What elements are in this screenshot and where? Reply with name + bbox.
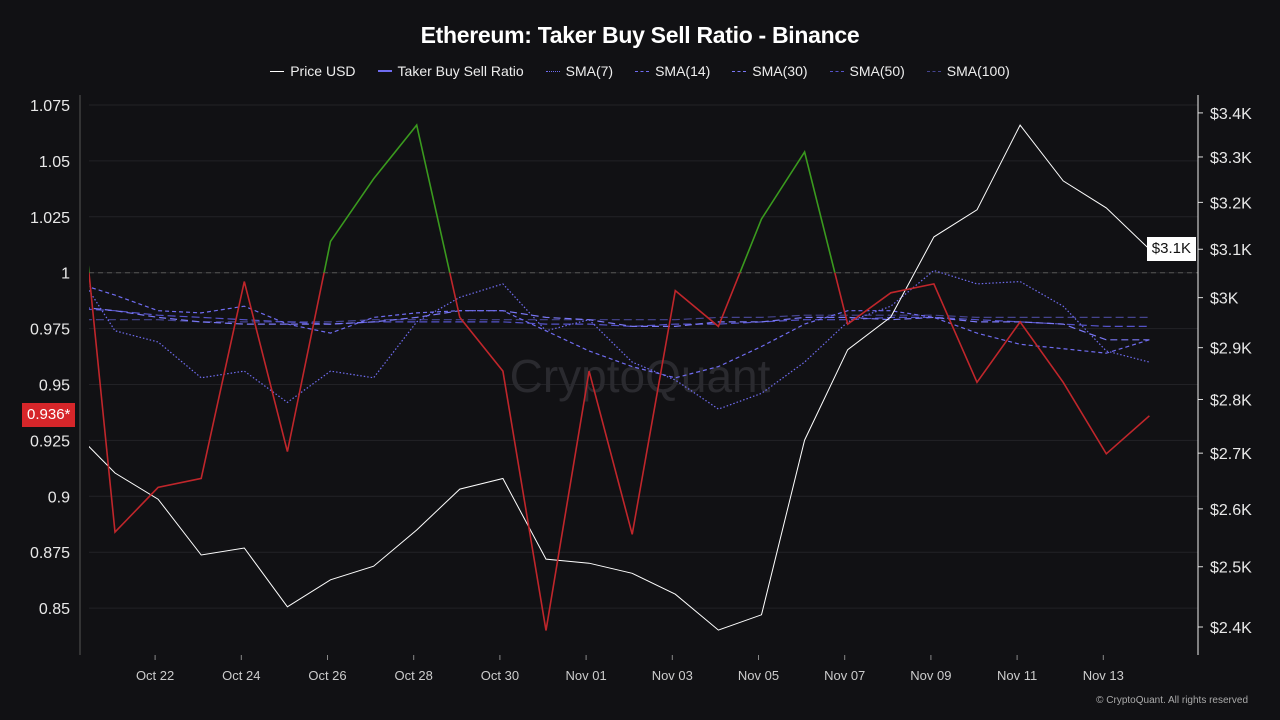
left-tick-label: 1.075 [30, 98, 70, 115]
x-tick-label: Oct 22 [136, 668, 174, 683]
left-tick-label: 0.9 [48, 489, 70, 506]
legend-swatch [829, 70, 844, 72]
x-tick-label: Oct 24 [222, 668, 260, 683]
x-tick-label: Oct 30 [481, 668, 519, 683]
left-tick-label: 0.85 [39, 601, 70, 618]
legend: Price USD Taker Buy Sell Ratio SMA(7) SM… [0, 63, 1280, 79]
legend-item-sma7[interactable]: SMA(7) [545, 63, 614, 79]
legend-label: SMA(50) [849, 63, 905, 79]
right-tick-label: $3.2K [1210, 195, 1252, 212]
series-ratio-below-1 [89, 272, 1150, 631]
legend-swatch [545, 70, 560, 72]
legend-item-price[interactable]: Price USD [270, 63, 356, 79]
legend-swatch [635, 70, 650, 72]
left-tick-label: 0.95 [39, 378, 70, 395]
right-tick-label: $2.4K [1210, 620, 1252, 637]
x-tick-label: Oct 26 [308, 668, 346, 683]
legend-item-sma100[interactable]: SMA(100) [926, 63, 1010, 79]
left-tick-label: 1.025 [30, 210, 70, 227]
right-tick-label: $2.5K [1210, 560, 1252, 577]
legend-label: SMA(30) [752, 63, 808, 79]
x-tick-label: Nov 07 [824, 668, 865, 683]
series-sma50 [89, 308, 1150, 328]
right-tick-label: $3.1K [1210, 242, 1252, 259]
current-ratio-badge: 0.936* [22, 403, 76, 427]
legend-label: Price USD [290, 63, 356, 79]
x-tick-label: Nov 13 [1083, 668, 1124, 683]
watermark: CryptoQuant [510, 350, 771, 402]
legend-swatch [270, 70, 285, 72]
right-tick-label: $2.9K [1210, 341, 1252, 358]
right-tick-label: $3.3K [1210, 150, 1252, 167]
left-tick-label: 1 [61, 266, 70, 283]
left-tick-label: 0.975 [30, 322, 70, 339]
legend-label: Taker Buy Sell Ratio [397, 63, 524, 79]
x-tick-label: Nov 01 [565, 668, 606, 683]
right-tick-label: $2.7K [1210, 446, 1252, 463]
current-price-badge: $3.1K [1146, 237, 1196, 261]
legend-item-sma50[interactable]: SMA(50) [829, 63, 905, 79]
legend-label: SMA(14) [655, 63, 711, 79]
x-tick-label: Oct 28 [395, 668, 433, 683]
x-tick-label: Nov 05 [738, 668, 779, 683]
chart-title: Ethereum: Taker Buy Sell Ratio - Binance [420, 22, 860, 48]
left-tick-label: 0.925 [30, 433, 70, 450]
legend-item-ratio[interactable]: Taker Buy Sell Ratio [377, 63, 524, 79]
left-tick-label: 0.875 [30, 545, 70, 562]
left-tick-label: 1.05 [39, 154, 70, 171]
series-price-usd [89, 124, 1150, 631]
copyright: © CryptoQuant. All rights reserved [1096, 695, 1248, 706]
legend-label: SMA(100) [946, 63, 1010, 79]
x-tick-label: Nov 03 [652, 668, 693, 683]
right-tick-label: $3K [1210, 291, 1239, 308]
legend-swatch [377, 70, 392, 72]
legend-item-sma14[interactable]: SMA(14) [635, 63, 710, 79]
right-tick-label: $3.4K [1210, 106, 1252, 123]
x-tick-label: Nov 09 [910, 668, 951, 683]
legend-swatch [732, 70, 747, 72]
right-tick-label: $2.8K [1210, 392, 1252, 409]
legend-item-sma30[interactable]: SMA(30) [732, 63, 808, 79]
legend-label: SMA(7) [565, 63, 614, 79]
x-tick-label: Nov 11 [997, 668, 1037, 683]
legend-swatch [926, 70, 941, 72]
right-tick-label: $2.6K [1210, 502, 1252, 519]
series-sma30 [89, 307, 1150, 341]
